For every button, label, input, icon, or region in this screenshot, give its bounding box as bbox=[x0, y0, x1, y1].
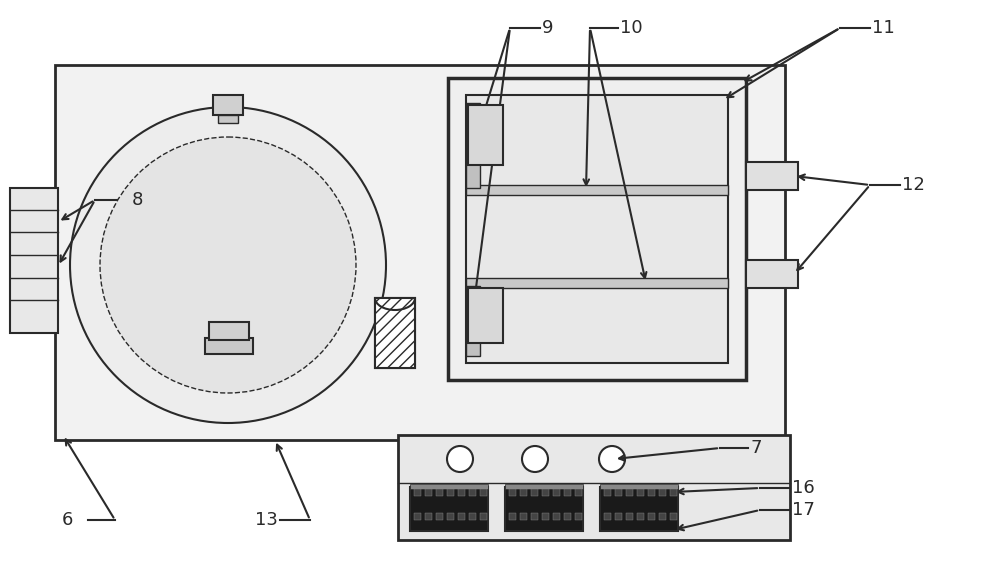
Bar bbox=[436, 489, 443, 496]
Bar bbox=[468, 105, 503, 165]
Bar bbox=[505, 484, 583, 489]
Bar bbox=[604, 513, 611, 520]
Bar bbox=[458, 489, 465, 496]
Bar bbox=[410, 484, 488, 489]
Bar bbox=[604, 489, 611, 496]
Bar bbox=[648, 489, 655, 496]
Bar bbox=[531, 489, 538, 496]
Bar bbox=[553, 489, 560, 496]
Bar bbox=[466, 185, 728, 195]
Bar bbox=[509, 489, 516, 496]
Bar bbox=[10, 188, 58, 333]
Circle shape bbox=[447, 446, 473, 472]
Bar bbox=[564, 489, 571, 496]
Bar bbox=[414, 513, 421, 520]
Bar bbox=[746, 162, 798, 190]
Text: 11: 11 bbox=[872, 19, 895, 37]
Bar bbox=[205, 338, 253, 354]
Bar bbox=[425, 513, 432, 520]
Bar bbox=[466, 278, 728, 288]
Bar bbox=[469, 513, 476, 520]
Bar bbox=[626, 513, 633, 520]
Text: 13: 13 bbox=[255, 511, 278, 529]
Bar bbox=[553, 513, 560, 520]
Bar bbox=[637, 513, 644, 520]
Bar bbox=[425, 489, 432, 496]
Bar bbox=[520, 489, 527, 496]
Bar bbox=[648, 513, 655, 520]
Bar bbox=[626, 489, 633, 496]
Bar bbox=[615, 489, 622, 496]
Bar bbox=[531, 513, 538, 520]
Bar bbox=[466, 95, 728, 363]
Bar bbox=[436, 513, 443, 520]
Bar bbox=[469, 489, 476, 496]
Bar bbox=[575, 513, 582, 520]
Bar bbox=[468, 288, 503, 343]
Text: 17: 17 bbox=[792, 501, 815, 519]
Bar bbox=[375, 298, 415, 368]
Bar bbox=[213, 95, 243, 115]
Bar bbox=[480, 489, 487, 496]
Bar bbox=[410, 487, 488, 531]
Text: 7: 7 bbox=[750, 439, 762, 457]
Bar bbox=[505, 487, 583, 531]
Bar bbox=[659, 513, 666, 520]
Bar bbox=[542, 489, 549, 496]
Bar bbox=[466, 286, 480, 356]
Bar bbox=[398, 435, 790, 540]
Text: 8: 8 bbox=[132, 191, 143, 209]
Bar bbox=[458, 513, 465, 520]
Bar bbox=[448, 78, 746, 380]
Bar bbox=[509, 513, 516, 520]
Bar bbox=[670, 489, 677, 496]
Bar bbox=[600, 484, 678, 489]
Bar bbox=[670, 513, 677, 520]
Circle shape bbox=[599, 446, 625, 472]
Bar bbox=[637, 489, 644, 496]
Bar bbox=[746, 260, 798, 288]
Circle shape bbox=[522, 446, 548, 472]
Bar bbox=[575, 489, 582, 496]
Circle shape bbox=[100, 137, 356, 393]
Bar bbox=[564, 513, 571, 520]
Bar bbox=[209, 322, 249, 340]
Circle shape bbox=[70, 107, 386, 423]
Bar bbox=[414, 489, 421, 496]
Bar bbox=[447, 489, 454, 496]
Bar bbox=[480, 513, 487, 520]
Bar bbox=[447, 513, 454, 520]
Bar bbox=[375, 298, 415, 368]
Text: 16: 16 bbox=[792, 479, 815, 497]
Text: 9: 9 bbox=[542, 19, 554, 37]
Text: 12: 12 bbox=[902, 176, 925, 194]
Bar bbox=[542, 513, 549, 520]
Text: 10: 10 bbox=[620, 19, 643, 37]
Bar bbox=[520, 513, 527, 520]
Bar bbox=[55, 65, 785, 440]
Bar bbox=[218, 115, 238, 123]
Bar bbox=[466, 103, 480, 188]
Bar bbox=[600, 487, 678, 531]
Text: 6: 6 bbox=[62, 511, 73, 529]
Bar bbox=[659, 489, 666, 496]
Bar bbox=[615, 513, 622, 520]
